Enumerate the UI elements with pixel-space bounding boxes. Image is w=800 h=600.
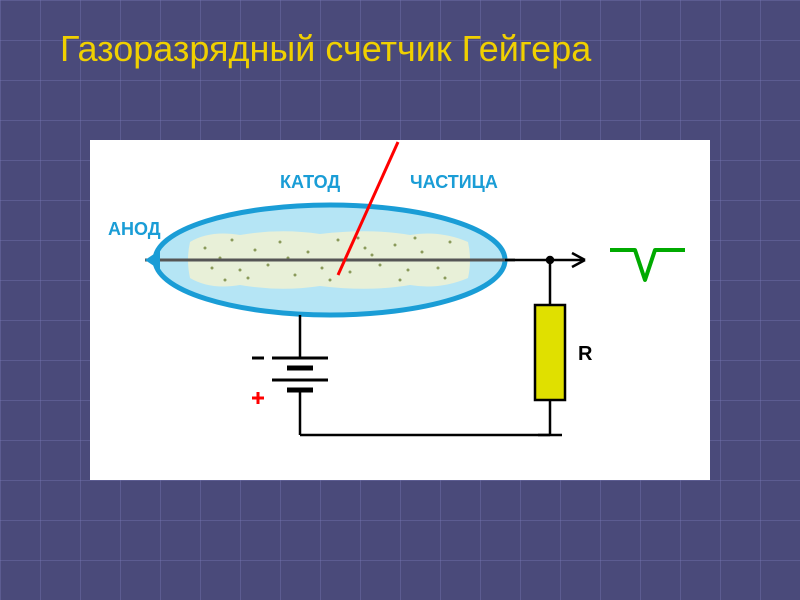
page-title: Газоразрядный счетчик Гейгера <box>60 28 591 70</box>
output-pulse <box>610 250 685 280</box>
anode-label: АНОД <box>108 219 161 239</box>
resistor <box>535 305 565 400</box>
battery <box>252 350 328 404</box>
resistor-label: R <box>578 343 593 365</box>
diagram-panel: АНОД КАТОД ЧАСТИЦА <box>90 140 710 480</box>
geiger-diagram: АНОД КАТОД ЧАСТИЦА <box>90 140 710 480</box>
particle-label: ЧАСТИЦА <box>410 172 498 192</box>
anode-tip <box>145 250 160 270</box>
cathode-label: КАТОД <box>280 172 340 192</box>
